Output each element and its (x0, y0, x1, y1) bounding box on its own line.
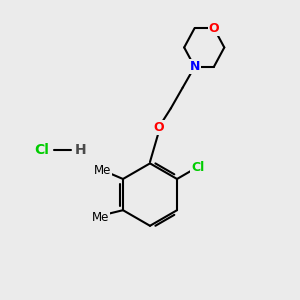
Text: Cl: Cl (34, 143, 49, 157)
Text: N: N (189, 60, 200, 73)
Text: O: O (208, 22, 219, 34)
Text: O: O (154, 121, 164, 134)
Text: H: H (74, 143, 86, 157)
Text: Cl: Cl (191, 161, 205, 175)
Text: Me: Me (94, 164, 111, 177)
Text: Me: Me (92, 211, 110, 224)
